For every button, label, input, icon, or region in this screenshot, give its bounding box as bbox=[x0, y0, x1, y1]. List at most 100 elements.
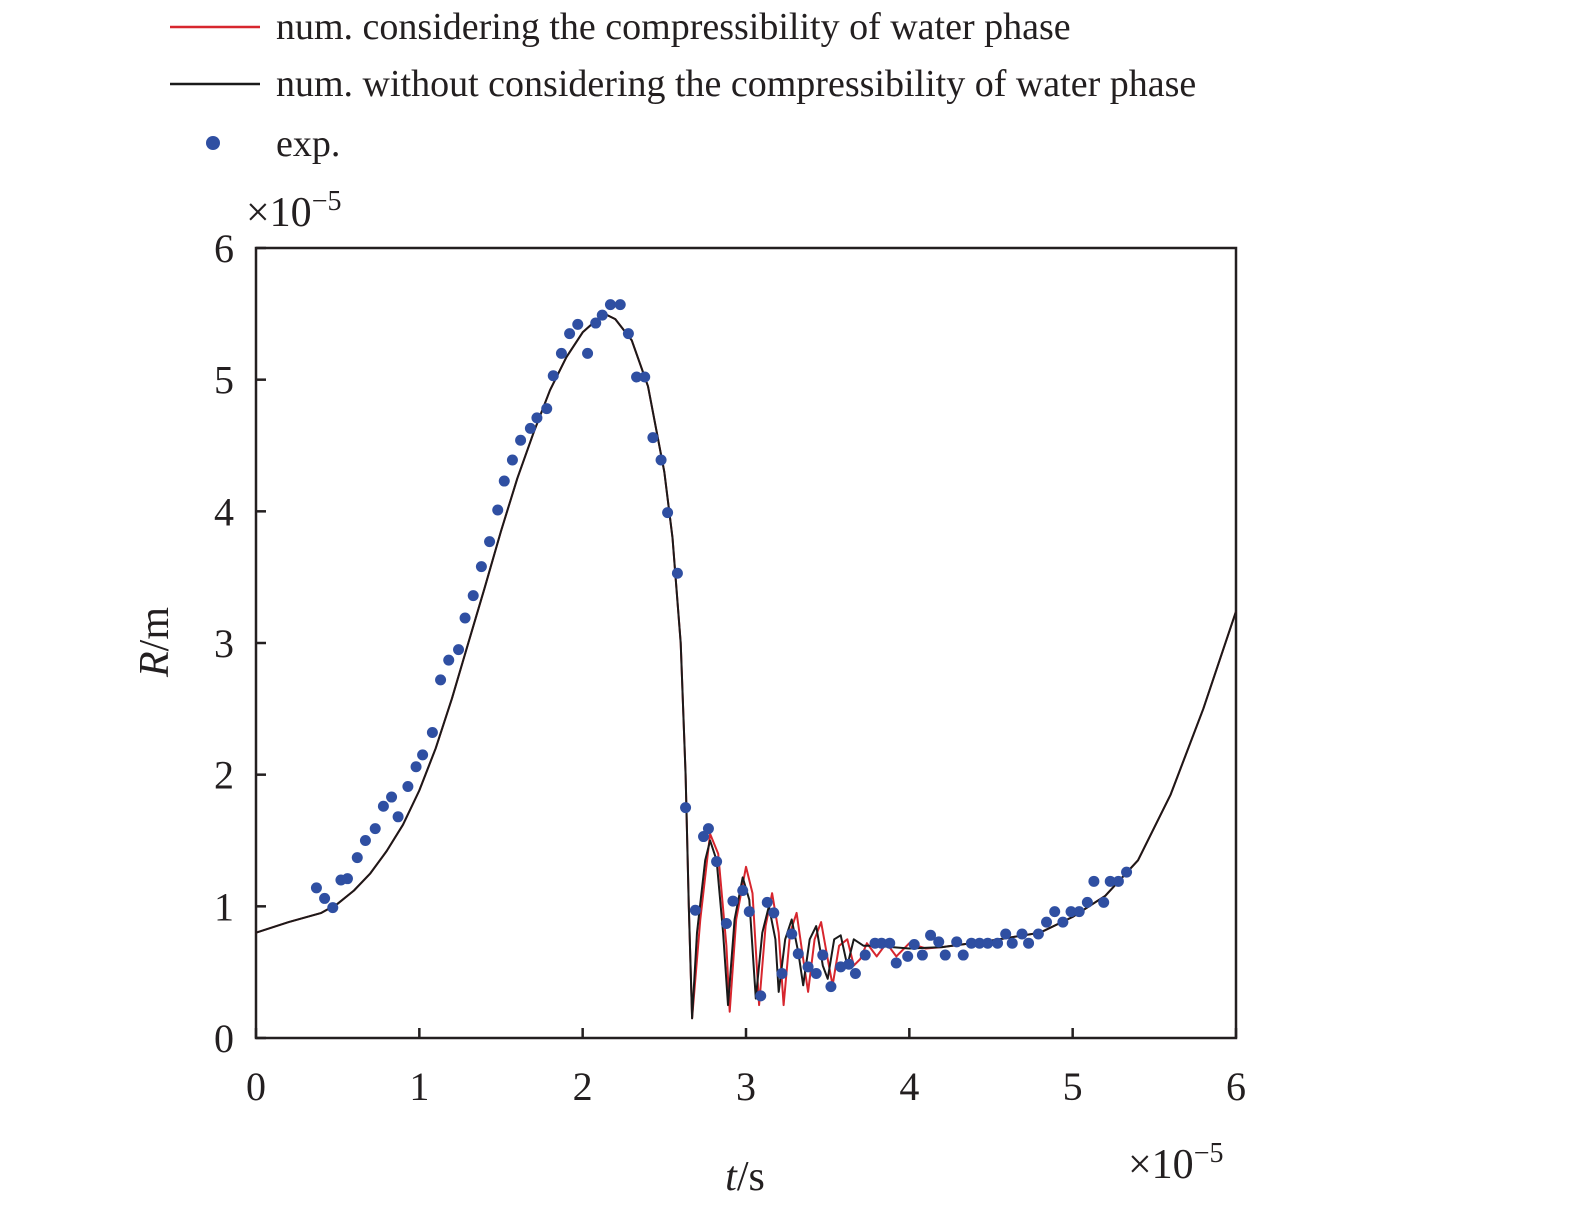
exp-point bbox=[1057, 916, 1069, 928]
y-tick-label: 6 bbox=[214, 226, 234, 271]
exp-point bbox=[884, 937, 896, 949]
exp-point bbox=[817, 949, 829, 961]
exp-point bbox=[743, 906, 755, 918]
exp-point bbox=[564, 328, 576, 340]
exp-point bbox=[426, 727, 438, 739]
exp-point bbox=[369, 823, 381, 835]
exp-point bbox=[1104, 875, 1116, 887]
exp-point bbox=[572, 318, 584, 330]
exp-point bbox=[341, 873, 353, 885]
exp-point bbox=[453, 644, 465, 656]
exp-point bbox=[590, 317, 602, 329]
y-tick-label: 2 bbox=[214, 753, 234, 798]
legend-swatch-exp bbox=[206, 136, 220, 150]
exp-point bbox=[890, 957, 902, 969]
exp-point bbox=[1081, 896, 1093, 908]
exp-point bbox=[1098, 896, 1110, 908]
exp-point bbox=[351, 852, 363, 864]
exp-point bbox=[555, 347, 567, 359]
exp-point bbox=[1016, 928, 1028, 940]
exp-point bbox=[974, 937, 986, 949]
exp-point bbox=[1073, 906, 1085, 918]
exp-point bbox=[992, 937, 1004, 949]
exp-point bbox=[876, 937, 888, 949]
x-tick-label: 0 bbox=[246, 1064, 266, 1109]
exp-point bbox=[776, 967, 788, 979]
legend-label-exp: exp. bbox=[276, 123, 340, 165]
exp-points bbox=[310, 299, 1133, 1002]
x-tick-label: 5 bbox=[1063, 1064, 1083, 1109]
exp-point bbox=[435, 674, 447, 686]
legend: num. considering the compressibility of … bbox=[170, 6, 1196, 165]
y-tick-label: 1 bbox=[214, 884, 234, 929]
exp-point bbox=[702, 823, 714, 835]
exp-point bbox=[925, 929, 937, 941]
exp-point bbox=[761, 896, 773, 908]
exp-point bbox=[768, 907, 780, 919]
exp-point bbox=[680, 802, 692, 814]
exp-point bbox=[319, 892, 331, 904]
exp-point bbox=[982, 937, 994, 949]
exp-point bbox=[916, 949, 928, 961]
exp-point bbox=[547, 370, 559, 382]
exp-point bbox=[310, 882, 322, 894]
exp-point bbox=[802, 961, 814, 973]
exp-point bbox=[596, 309, 608, 321]
exp-point bbox=[410, 761, 422, 773]
y-tick-label: 0 bbox=[214, 1016, 234, 1061]
series-line-incompressible bbox=[255, 314, 1237, 1020]
exp-point bbox=[951, 936, 963, 948]
exp-point bbox=[792, 948, 804, 960]
exp-point bbox=[1000, 928, 1012, 940]
exp-point bbox=[662, 507, 674, 519]
exp-point bbox=[541, 403, 553, 415]
exp-point bbox=[810, 967, 822, 979]
exp-point bbox=[492, 504, 504, 516]
x-tick-label: 4 bbox=[899, 1064, 919, 1109]
exp-point bbox=[671, 567, 683, 579]
exp-point bbox=[475, 561, 487, 573]
x-tick-label: 1 bbox=[409, 1064, 429, 1109]
exp-point bbox=[443, 654, 455, 666]
exp-point bbox=[908, 939, 920, 951]
exp-point bbox=[467, 590, 479, 602]
exp-point bbox=[604, 299, 616, 311]
exp-point bbox=[1006, 937, 1018, 949]
exp-point bbox=[622, 328, 634, 340]
exp-point bbox=[417, 749, 429, 761]
exp-point bbox=[377, 800, 389, 812]
x-tick-label: 2 bbox=[573, 1064, 593, 1109]
exp-point bbox=[1065, 906, 1077, 918]
exp-point bbox=[1121, 866, 1133, 878]
exp-point bbox=[531, 412, 543, 424]
exp-point bbox=[965, 937, 977, 949]
x-axis-label: t/s bbox=[725, 1154, 765, 1200]
y-tick-label: 4 bbox=[214, 489, 234, 534]
exp-point bbox=[386, 791, 398, 803]
exp-point bbox=[711, 856, 723, 868]
y-tick-label: 5 bbox=[214, 358, 234, 403]
x-tick-label: 3 bbox=[736, 1064, 756, 1109]
exp-point bbox=[484, 536, 496, 548]
ticks: 0 1 2 3 4 5 6 0 1 2 3 4 5 6 bbox=[214, 226, 1246, 1109]
x-multiplier: ×10−5 bbox=[1128, 1138, 1223, 1188]
exp-point bbox=[402, 781, 414, 793]
exp-point bbox=[720, 917, 732, 929]
plot-frame bbox=[254, 246, 1238, 1040]
exp-point bbox=[843, 958, 855, 970]
exp-point bbox=[1049, 906, 1061, 918]
legend-label-compressible: num. considering the compressibility of … bbox=[276, 6, 1071, 48]
exp-point bbox=[524, 422, 536, 434]
exp-point bbox=[859, 949, 871, 961]
exp-point bbox=[655, 454, 667, 466]
exp-point bbox=[727, 895, 739, 907]
exp-point bbox=[582, 347, 594, 359]
exp-point bbox=[1088, 875, 1100, 887]
x-tick-label: 6 bbox=[1226, 1064, 1246, 1109]
exp-point bbox=[902, 950, 914, 962]
exp-point bbox=[392, 811, 404, 823]
exp-point bbox=[327, 902, 339, 914]
exp-point bbox=[459, 612, 471, 624]
exp-point bbox=[849, 967, 861, 979]
exp-point bbox=[698, 831, 710, 843]
